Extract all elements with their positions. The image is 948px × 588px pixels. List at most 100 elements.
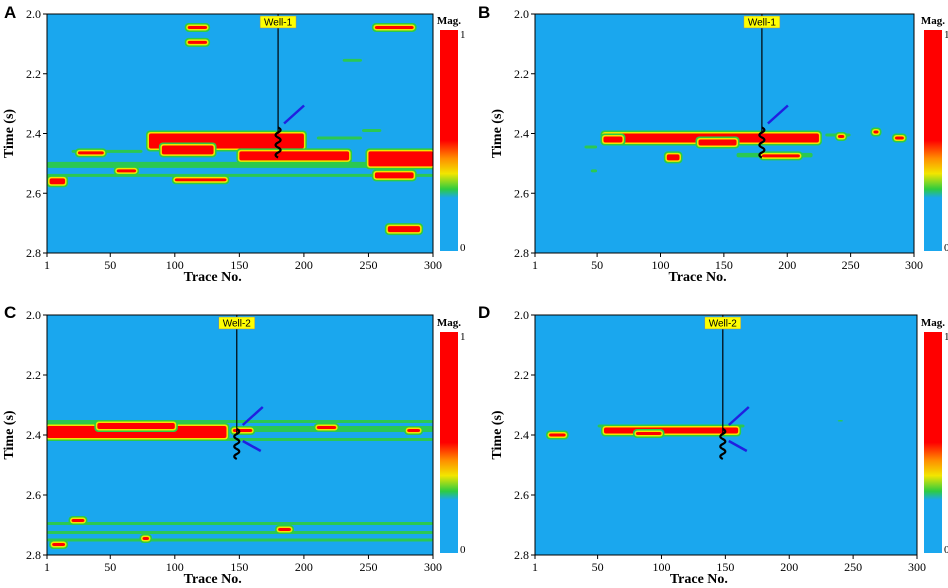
high-magnitude-zone: [374, 25, 414, 29]
high-magnitude-zone: [368, 151, 433, 167]
green-zone: [837, 420, 843, 422]
high-magnitude-zone: [387, 226, 421, 233]
y-tick-label: 2.4: [26, 428, 41, 442]
colorbar-max-label: 1: [944, 331, 948, 343]
x-tick-label: 100: [651, 258, 669, 272]
y-axis-title: Time (s): [2, 410, 17, 459]
green-zone: [252, 426, 433, 432]
x-tick-label: 300: [908, 560, 926, 574]
x-tick-label: 250: [359, 258, 377, 272]
high-magnitude-zone: [232, 429, 253, 432]
y-tick-label: 2.4: [514, 127, 529, 141]
x-tick-label: 50: [592, 560, 604, 574]
high-magnitude-zone: [71, 519, 85, 522]
x-tick-label: 100: [166, 258, 184, 272]
x-tick-label: 50: [104, 560, 116, 574]
high-magnitude-zone: [407, 429, 421, 432]
well-log-curve: [274, 126, 282, 159]
panel-letter: C: [4, 303, 16, 322]
colorbar-title: Mag.: [437, 317, 461, 329]
high-magnitude-zone: [635, 432, 662, 435]
high-magnitude-zone: [278, 528, 291, 531]
y-tick-label: 2.2: [26, 368, 41, 382]
colorbar: [924, 30, 942, 251]
x-tick-label: 250: [359, 560, 377, 574]
green-zone: [47, 173, 433, 177]
high-magnitude-zone: [187, 25, 208, 29]
green-zone: [47, 522, 433, 525]
y-tick-label: 2.6: [26, 186, 41, 200]
high-magnitude-zone: [603, 427, 739, 434]
well-label: Well-2: [223, 319, 252, 330]
colorbar: [440, 30, 458, 251]
well-label-box: [704, 316, 742, 330]
x-axis-title: Trace No.: [184, 572, 242, 587]
well-label: Well-1: [264, 18, 293, 29]
well-label-box: [218, 316, 256, 330]
x-tick-label: 300: [424, 560, 442, 574]
green-zone: [584, 145, 598, 149]
y-tick-label: 2.6: [514, 488, 529, 502]
arrow-upper: [767, 104, 789, 125]
y-tick-label: 2.6: [514, 186, 529, 200]
green-zone: [342, 58, 362, 62]
y-tick-label: 2.4: [514, 428, 529, 442]
x-tick-label: 1: [532, 560, 538, 574]
high-magnitude-zone: [698, 139, 737, 146]
colorbar-title: Mag.: [921, 317, 945, 329]
x-tick-label: 200: [295, 560, 313, 574]
x-tick-label: 100: [166, 560, 184, 574]
y-tick-label: 2.6: [26, 488, 41, 502]
x-tick-label: 300: [905, 258, 923, 272]
high-magnitude-zone: [116, 169, 137, 173]
high-magnitude-zone: [374, 172, 414, 179]
green-zone: [47, 531, 433, 534]
data-layer: [47, 22, 433, 236]
arrow-upper: [727, 406, 750, 426]
panel-letter: A: [4, 3, 16, 22]
x-tick-label: 1: [44, 258, 50, 272]
colorbar-max-label: 1: [944, 29, 948, 41]
high-magnitude-zone: [894, 136, 904, 140]
high-magnitude-zone: [52, 543, 66, 546]
y-tick-label: 2.2: [26, 67, 41, 81]
x-tick-label: 200: [295, 258, 313, 272]
data-layer: [584, 127, 907, 173]
high-magnitude-zone: [49, 178, 66, 185]
arrow-lower: [242, 439, 262, 453]
high-magnitude-zone: [837, 134, 845, 138]
x-axis-title: Trace No.: [184, 270, 242, 285]
colorbar-title: Mag.: [921, 15, 945, 27]
colorbar-min-label: 0: [460, 242, 466, 254]
high-magnitude-zone: [161, 145, 214, 155]
well-label: Well-1: [748, 18, 777, 29]
y-axis-title: Time (s): [490, 109, 505, 158]
high-magnitude-zone: [603, 136, 623, 143]
x-tick-label: 150: [715, 258, 733, 272]
y-tick-label: 2.0: [26, 7, 41, 21]
y-tick-label: 2.4: [26, 127, 41, 141]
y-tick-label: 2.8: [26, 548, 41, 562]
arrow-upper: [241, 406, 264, 426]
colorbar-min-label: 0: [460, 544, 466, 556]
x-tick-label: 50: [104, 258, 116, 272]
x-axis-title: Trace No.: [670, 572, 728, 587]
y-tick-label: 2.2: [514, 67, 529, 81]
colorbar: [440, 332, 458, 553]
x-tick-label: 50: [591, 258, 603, 272]
x-tick-label: 150: [230, 258, 248, 272]
well-log-curve: [758, 126, 766, 159]
high-magnitude-zone: [142, 537, 149, 540]
arrow-upper: [283, 104, 305, 125]
well-label-box: [259, 15, 297, 29]
colorbar-max-label: 1: [460, 331, 466, 343]
data-layer: [546, 420, 843, 440]
high-magnitude-zone: [97, 423, 175, 429]
x-tick-label: 150: [230, 560, 248, 574]
x-axis-title: Trace No.: [669, 270, 727, 285]
